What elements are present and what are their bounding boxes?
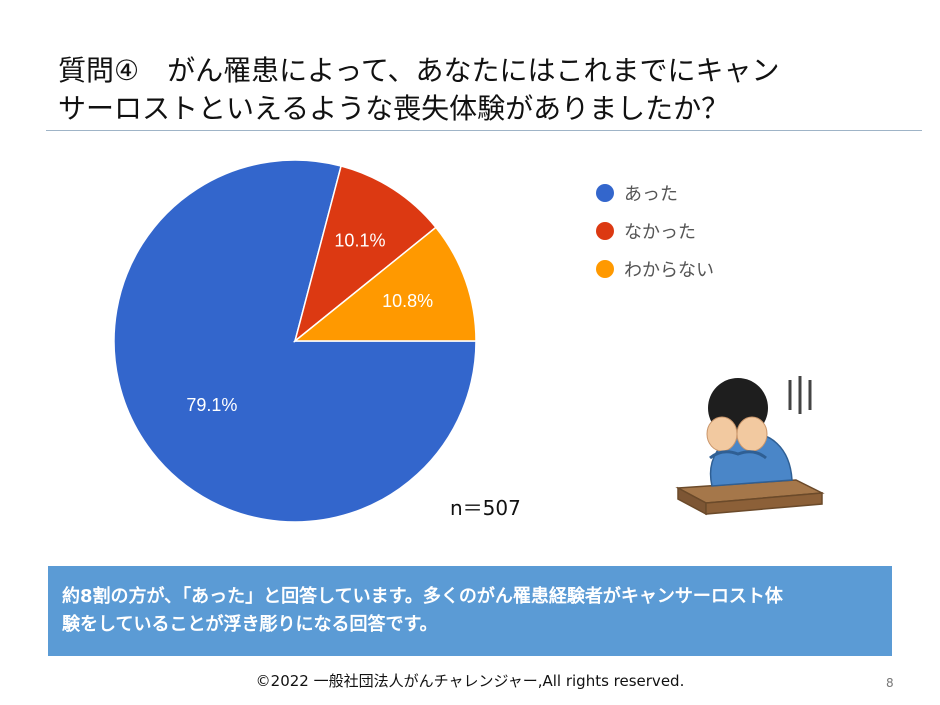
summary-line-2: 験をしていることが浮き彫りになる回答です。 <box>62 614 438 635</box>
sample-size-label: n＝507 <box>450 496 521 520</box>
pie-slice-atta <box>113 159 477 523</box>
legend-item-wakaranai: わからない <box>596 250 714 288</box>
summary-box: 約8割の方が、「あった」と回答しています。多くのがん罹患経験者がキャンサーロスト… <box>48 566 892 656</box>
chart-legend: あった なかった わからない <box>596 174 714 288</box>
worried-person-icon <box>675 376 825 516</box>
legend-dot-atta <box>596 184 614 202</box>
summary-line-1: 約8割の方が、「あった」と回答しています。多くのがん罹患経験者がキャンサーロスト… <box>62 586 783 607</box>
copyright-footer: ©2022 一般社団法人がんチャレンジャー,All rights reserve… <box>255 672 685 690</box>
legend-dot-nakatta <box>596 222 614 240</box>
legend-label-wakaranai: わからない <box>624 260 714 281</box>
pie-slice-nakatta <box>293 165 437 344</box>
pie-label-wakaranai: 10.8% <box>382 291 433 311</box>
pie-label-nakatta: 10.1% <box>334 231 385 251</box>
pie-slice-wakaranai <box>292 226 477 342</box>
slide-title: 質問④ がん罹患によって、あなたにはこれまでにキャン サーロストといえるような喪… <box>58 52 918 128</box>
legend-dot-wakaranai <box>596 260 614 278</box>
title-line-1: 質問④ がん罹患によって、あなたにはこれまでにキャン <box>58 54 780 87</box>
pie-label-atta: 79.1% <box>186 395 237 415</box>
title-divider <box>46 130 922 131</box>
title-line-2: サーロストといえるような喪失体験がありましたか？ <box>58 92 730 125</box>
legend-label-atta: あった <box>624 184 678 205</box>
page-number: 8 <box>886 676 894 690</box>
legend-item-atta: あった <box>596 174 714 212</box>
legend-item-nakatta: なかった <box>596 212 714 250</box>
legend-label-nakatta: なかった <box>624 222 696 243</box>
